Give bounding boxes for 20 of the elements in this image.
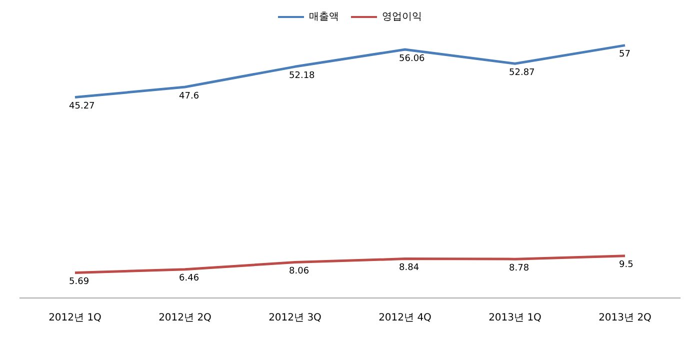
data-label: 8.06 [289,266,310,277]
data-label: 52.18 [289,71,316,82]
data-label: 9.5 [619,260,634,270]
data-label: 45.27 [69,102,95,112]
x-tick-label: 2012년 4Q [378,312,432,324]
data-label: 56.06 [399,54,426,64]
data-label: 57 [619,50,630,60]
data-label: 8.78 [509,263,530,274]
data-label: 5.69 [69,277,90,288]
data-label: 8.84 [399,263,420,274]
x-tick-label: 2012년 3Q [268,312,322,324]
legend-label: 영업이익 [382,12,422,23]
data-label: 52.87 [509,68,535,78]
x-tick-label: 2013년 1Q [488,312,542,324]
data-label: 6.46 [179,274,200,284]
data-label: 47.6 [179,91,200,102]
legend-label: 매출액 [309,12,339,23]
x-tick-label: 2012년 1Q [48,312,102,324]
x-tick-label: 2013년 2Q [598,312,652,324]
x-tick-label: 2012년 2Q [158,312,212,324]
